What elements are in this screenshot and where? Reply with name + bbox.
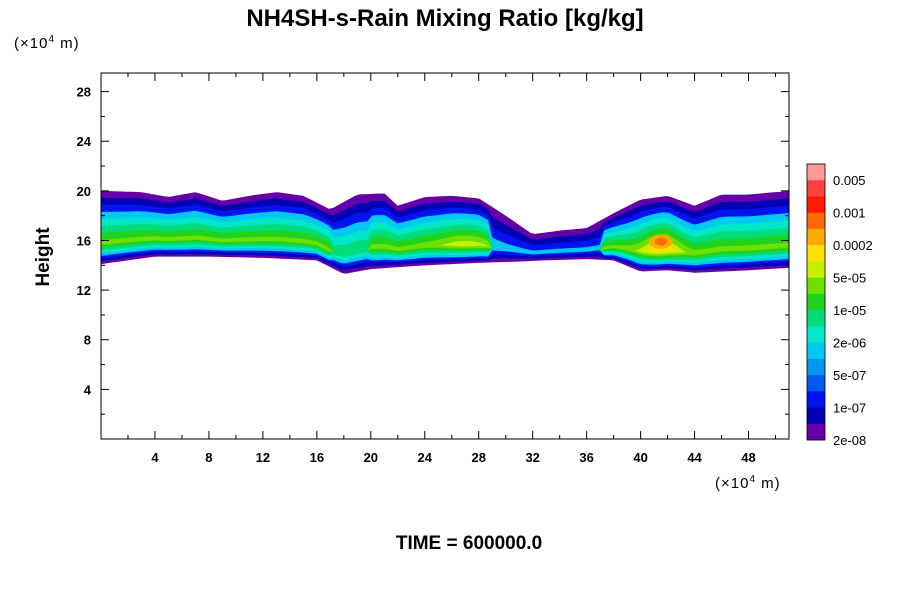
x-unit-suffix: m): [756, 475, 781, 492]
colorbar-legend: 0.005 0.001 0.0002 5e-05 1e-05 2e-06 5e-07 1e-0…: [806, 163, 873, 448]
colorbar-swatch: [807, 245, 825, 262]
colorbar-swatch: [807, 310, 825, 327]
y-tick-label: 4: [84, 382, 92, 397]
colorbar-label: 0.001: [833, 206, 866, 221]
x-tick-label: 16: [310, 450, 324, 465]
y-tick-label: 8: [84, 333, 91, 348]
x-tick-label: 20: [364, 450, 378, 465]
mixing-ratio-field: [101, 190, 789, 274]
colorbar-swatch: [807, 261, 825, 278]
y-tick-label: 12: [77, 283, 91, 298]
x-tick-label: 8: [205, 450, 212, 465]
colorbar-swatch: [807, 196, 825, 214]
colorbar-swatch: [807, 342, 825, 360]
contour-band: [101, 239, 789, 255]
x-tick-label: 28: [471, 450, 485, 465]
chart-title: NH4SH-s-Rain Mixing Ratio [kg/kg]: [246, 5, 643, 32]
colorbar-swatch: [807, 180, 825, 197]
core-peak: [654, 237, 667, 246]
y-tick-label: 24: [77, 134, 92, 149]
x-unit-prefix: (×10: [715, 475, 749, 492]
colorbar-swatch: [807, 164, 825, 181]
colorbar-swatch: [807, 277, 825, 295]
colorbar-label: 5e-05: [833, 271, 866, 286]
y-axis-label: Height: [33, 227, 54, 287]
time-value: 600000.0: [463, 533, 542, 554]
x-tick-label: 12: [256, 450, 270, 465]
colorbar-swatch: [807, 358, 825, 376]
colorbar-label: 0.0002: [833, 238, 873, 253]
x-tick-label: 36: [579, 450, 593, 465]
colorbar-swatch: [807, 391, 825, 408]
y-unit-prefix: (×10: [14, 35, 48, 52]
time-prefix: TIME =: [396, 533, 463, 554]
x-axis: 4 8 12 16 20 24 28 32 36 40 44 48: [127, 73, 777, 465]
colorbar-swatch: [807, 375, 825, 392]
colorbar-label: 2e-08: [833, 433, 866, 448]
x-tick-label: 24: [418, 450, 433, 465]
plot-frame: [100, 72, 790, 440]
colorbar-label: 5e-07: [833, 368, 866, 383]
colorbar-label: 0.005: [833, 173, 866, 188]
colorbar-swatch: [807, 326, 825, 343]
y-axis: 4 8 12 16 20 24 28: [77, 85, 789, 415]
y-unit-label: (×104 m): [14, 34, 80, 52]
colorbar-frame: [806, 163, 826, 441]
colorbar-swatch: [807, 423, 825, 441]
x-tick-label: 4: [151, 450, 159, 465]
x-tick-label: 44: [687, 450, 702, 465]
x-unit-label: (×104 m): [715, 474, 781, 492]
time-annotation: TIME = 600000.0: [396, 533, 542, 554]
x-tick-label: 40: [633, 450, 647, 465]
colorbar-label: 2e-06: [833, 336, 866, 351]
colorbar-swatch: [807, 293, 825, 311]
x-tick-label: 48: [741, 450, 755, 465]
colorbar-swatch: [807, 407, 825, 425]
x-tick-label: 32: [525, 450, 539, 465]
colorbar-label: 1e-07: [833, 401, 866, 416]
y-tick-label: 28: [77, 85, 91, 100]
y-unit-exponent: 4: [48, 34, 55, 45]
colorbar-swatch: [807, 228, 825, 246]
x-unit-exponent: 4: [749, 474, 756, 485]
y-tick-label: 16: [77, 233, 91, 248]
colorbar-swatch: [807, 212, 825, 230]
y-tick-label: 20: [77, 184, 91, 199]
y-unit-suffix: m): [55, 35, 80, 52]
colorbar-label: 1e-05: [833, 303, 866, 318]
